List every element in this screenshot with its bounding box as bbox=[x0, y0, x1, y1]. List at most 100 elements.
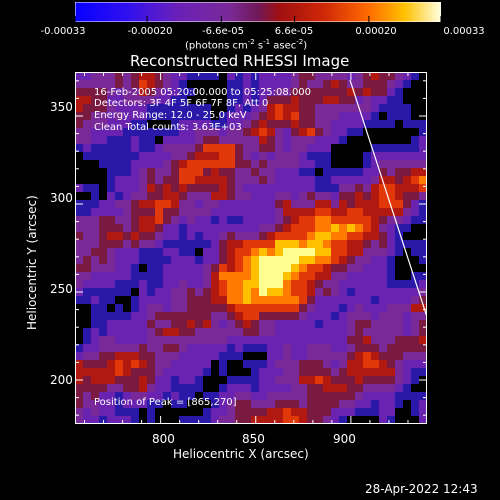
heatmap-cell bbox=[115, 96, 124, 105]
heatmap-cell bbox=[291, 416, 300, 424]
heatmap-cell bbox=[419, 72, 427, 81]
heatmap-cell bbox=[371, 392, 380, 401]
heatmap-cell bbox=[187, 400, 196, 409]
heatmap-cell bbox=[395, 88, 404, 97]
heatmap-cell bbox=[139, 264, 148, 273]
heatmap-cell bbox=[131, 328, 140, 337]
heatmap-cell bbox=[211, 392, 220, 401]
heatmap-cell bbox=[155, 144, 164, 153]
heatmap-cell bbox=[203, 376, 212, 385]
heatmap-cell bbox=[75, 360, 84, 369]
heatmap-cell bbox=[139, 400, 148, 409]
heatmap-cell bbox=[195, 160, 204, 169]
heatmap-cell bbox=[147, 352, 156, 361]
heatmap-cell bbox=[179, 416, 188, 424]
heatmap-cell bbox=[115, 264, 124, 273]
heatmap-cell bbox=[275, 368, 284, 377]
heatmap-cell bbox=[243, 72, 252, 81]
heatmap-cell bbox=[403, 384, 412, 393]
heatmap-cell bbox=[259, 160, 268, 169]
heatmap-cell bbox=[235, 256, 244, 265]
heatmap-cell bbox=[219, 408, 228, 417]
heatmap-cell bbox=[283, 400, 292, 409]
heatmap-cell bbox=[91, 312, 100, 321]
heatmap-cell bbox=[355, 160, 364, 169]
heatmap-cell bbox=[323, 304, 332, 313]
heatmap-cell bbox=[363, 352, 372, 361]
heatmap-cell bbox=[147, 344, 156, 353]
heatmap-cell bbox=[315, 392, 324, 401]
heatmap-cell bbox=[227, 264, 236, 273]
heatmap-cell bbox=[75, 392, 84, 401]
heatmap-cell bbox=[83, 232, 92, 241]
heatmap-cell bbox=[411, 160, 420, 169]
heatmap-cell bbox=[139, 160, 148, 169]
heatmap-cell bbox=[291, 136, 300, 145]
heatmap-cell bbox=[403, 376, 412, 385]
heatmap-cell bbox=[147, 360, 156, 369]
heatmap-cell bbox=[123, 136, 132, 145]
heatmap-cell bbox=[283, 168, 292, 177]
heatmap-cell bbox=[331, 120, 340, 129]
heatmap-cell bbox=[347, 184, 356, 193]
heatmap-cell bbox=[275, 336, 284, 345]
heatmap-cell bbox=[211, 416, 220, 424]
heatmap-cell bbox=[283, 368, 292, 377]
heatmap-cell bbox=[195, 168, 204, 177]
heatmap-cell bbox=[131, 360, 140, 369]
heatmap-cell bbox=[243, 408, 252, 417]
heatmap-cell bbox=[299, 376, 308, 385]
heatmap-cell bbox=[115, 192, 124, 201]
heatmap-cell bbox=[219, 184, 228, 193]
heatmap-cell bbox=[355, 120, 364, 129]
heatmap-cell bbox=[291, 264, 300, 273]
heatmap-cell bbox=[355, 384, 364, 393]
heatmap-cell bbox=[315, 304, 324, 313]
heatmap-cell bbox=[371, 272, 380, 281]
heatmap-cell bbox=[147, 248, 156, 257]
heatmap-cell bbox=[379, 280, 388, 289]
heatmap-cell bbox=[275, 376, 284, 385]
heatmap-cell bbox=[131, 320, 140, 329]
heatmap-cell bbox=[323, 184, 332, 193]
heatmap-cell bbox=[307, 320, 316, 329]
heatmap-cell bbox=[259, 72, 268, 81]
heatmap-cell bbox=[171, 104, 180, 113]
heatmap-cell bbox=[203, 360, 212, 369]
heatmap-cell bbox=[371, 96, 380, 105]
heatmap-cell bbox=[211, 304, 220, 313]
heatmap-cell bbox=[171, 192, 180, 201]
heatmap-cell bbox=[411, 80, 420, 89]
heatmap-cell bbox=[203, 240, 212, 249]
heatmap-cell bbox=[387, 320, 396, 329]
heatmap-cell bbox=[75, 152, 84, 161]
heatmap-cell bbox=[75, 240, 84, 249]
heatmap-cell bbox=[187, 120, 196, 129]
heatmap-cell bbox=[243, 216, 252, 225]
heatmap-cell bbox=[371, 184, 380, 193]
heatmap-cell bbox=[91, 104, 100, 113]
heatmap-cell bbox=[187, 368, 196, 377]
heatmap-cell bbox=[419, 176, 427, 185]
heatmap-cell bbox=[147, 104, 156, 113]
heatmap-cell bbox=[331, 288, 340, 297]
heatmap-cell bbox=[315, 192, 324, 201]
heatmap-cell bbox=[259, 312, 268, 321]
heatmap-cell bbox=[83, 392, 92, 401]
heatmap-cell bbox=[75, 224, 84, 233]
heatmap-cell bbox=[371, 128, 380, 137]
heatmap-cell bbox=[243, 272, 252, 281]
heatmap-cell bbox=[123, 304, 132, 313]
heatmap-cell bbox=[299, 328, 308, 337]
heatmap-cell bbox=[123, 352, 132, 361]
heatmap-cell bbox=[203, 208, 212, 217]
heatmap-cell bbox=[155, 352, 164, 361]
heatmap-cell bbox=[339, 336, 348, 345]
heatmap-cell bbox=[99, 240, 108, 249]
heatmap-cell bbox=[395, 296, 404, 305]
heatmap-cell bbox=[243, 304, 252, 313]
heatmap-cell bbox=[323, 104, 332, 113]
heatmap-cell bbox=[315, 144, 324, 153]
heatmap-cell bbox=[155, 256, 164, 265]
heatmap-cell bbox=[363, 336, 372, 345]
